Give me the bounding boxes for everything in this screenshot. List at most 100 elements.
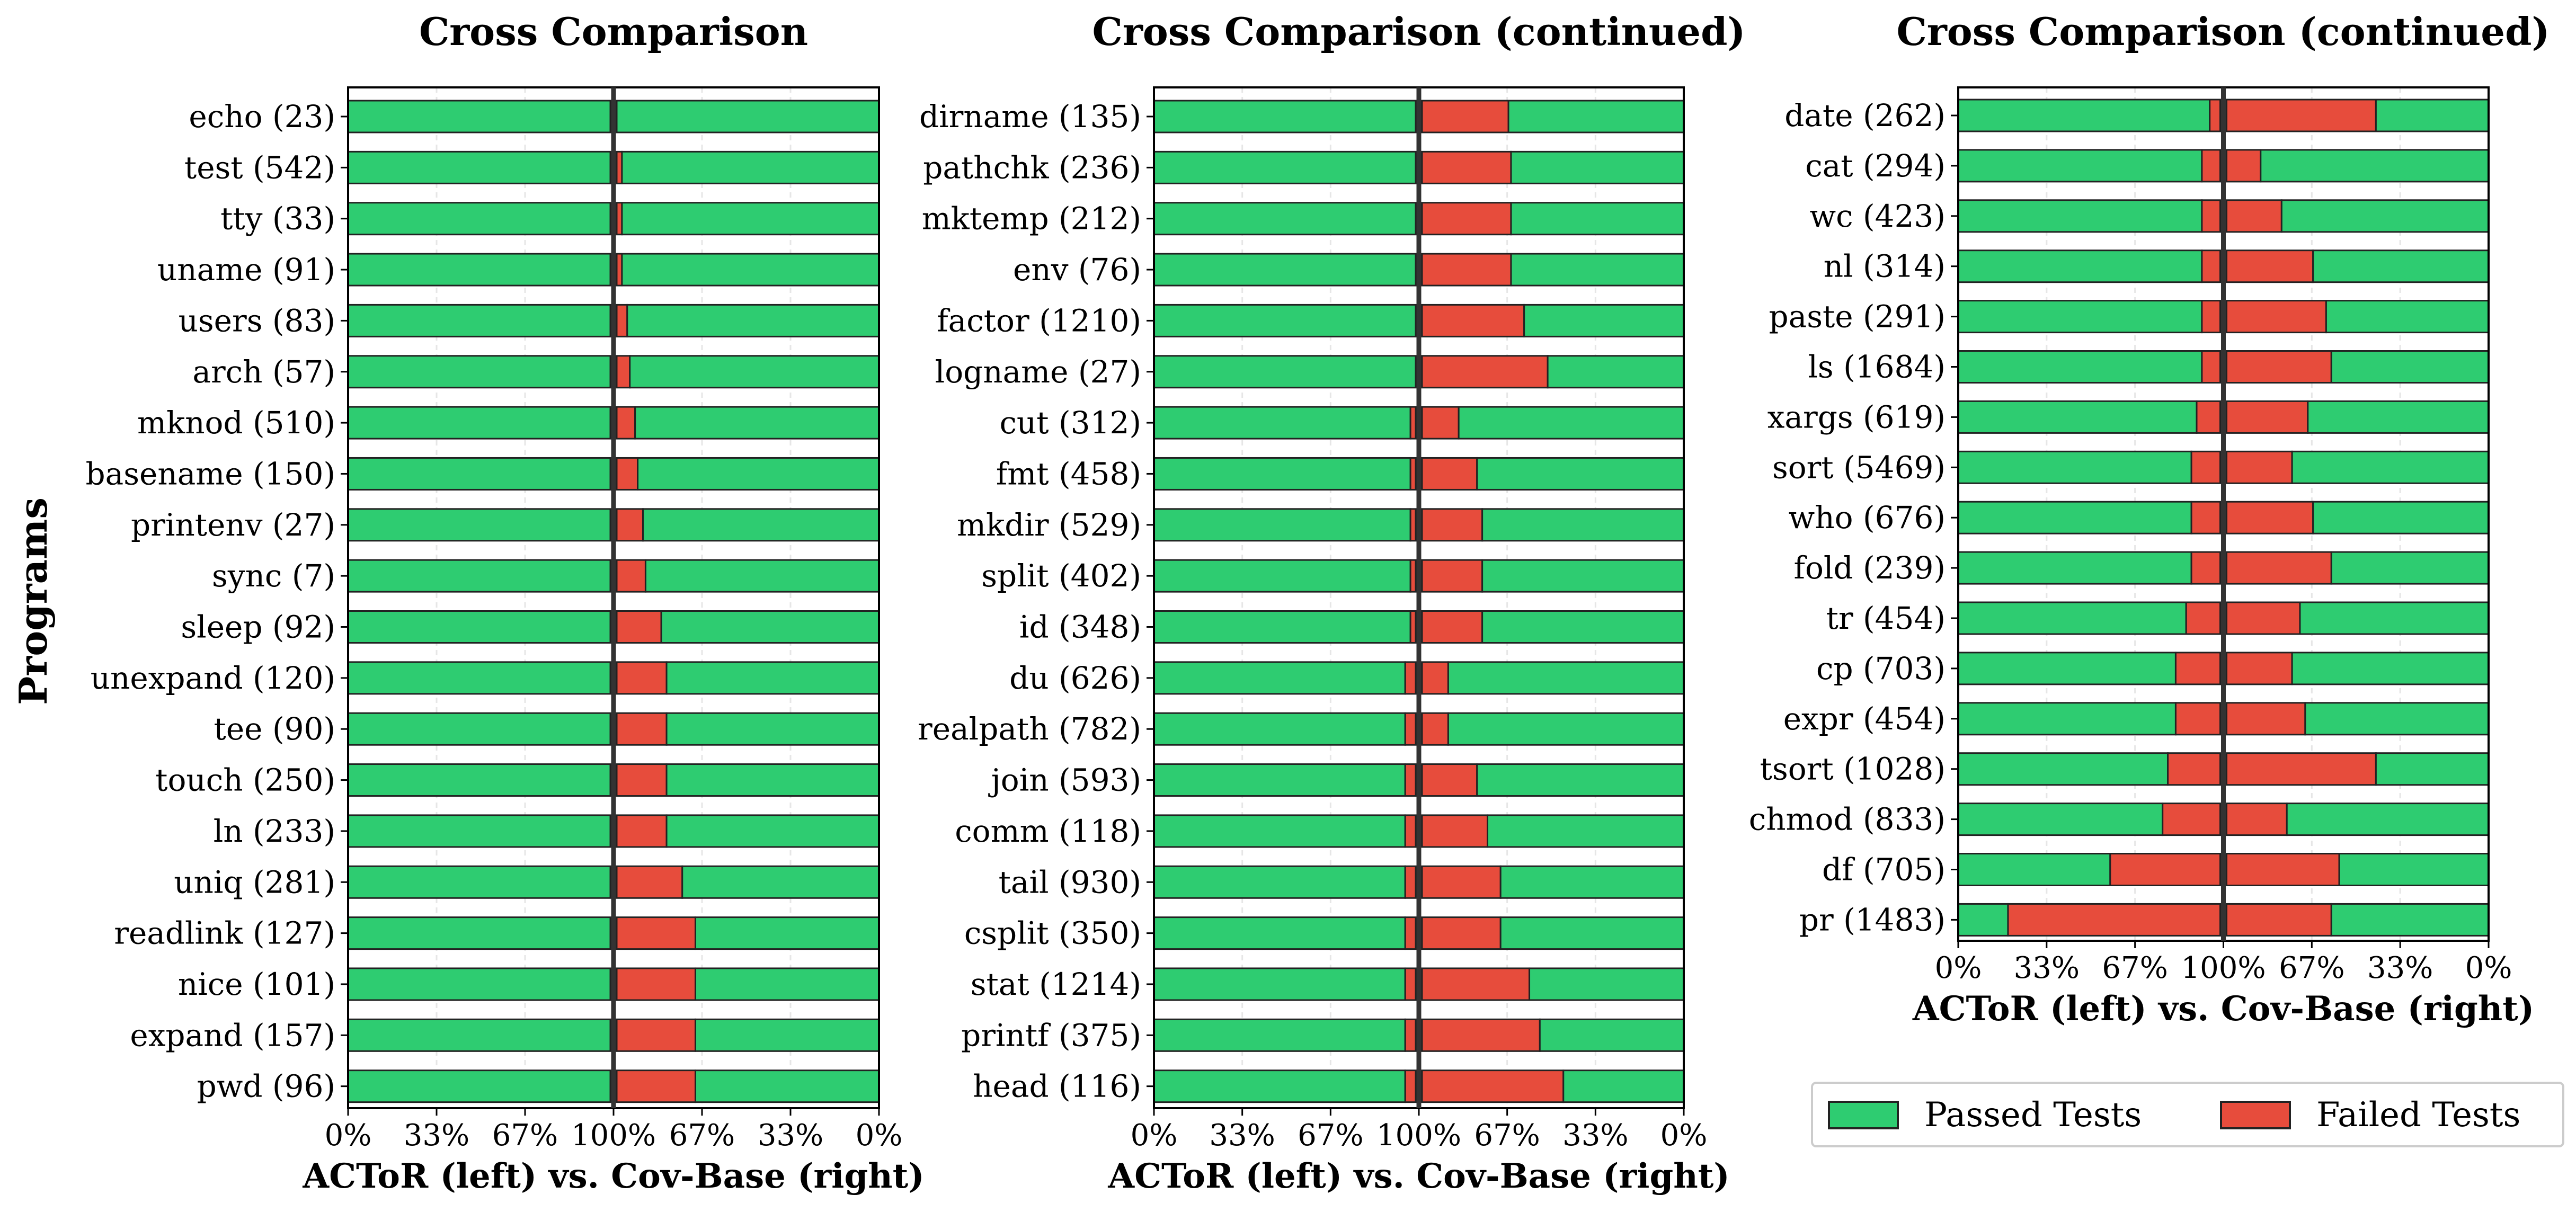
y-tick-label: ls (1684) [1808,349,1946,385]
actor-failed-bar [1404,712,1417,746]
covbase-failed-bar [2226,803,2288,836]
actor-passed-bar [1957,249,2203,283]
y-tick-label: xargs (619) [1767,399,1946,435]
y-tick-label: unexpand (120) [91,660,335,696]
actor-passed-bar [1153,814,1406,848]
actor-passed-bar [347,202,611,236]
actor-passed-bar [1153,1070,1406,1103]
x-tick-label: 67% [2279,951,2344,985]
covbase-failed-bar [2226,99,2377,132]
actor-failed-bar [1409,610,1417,644]
covbase-passed-bar [1499,916,1685,950]
covbase-failed-bar [616,610,662,644]
covbase-passed-bar [2312,249,2490,283]
actor-passed-bar [347,967,611,1001]
covbase-failed-bar [1421,508,1484,542]
y-tick-label: tsort (1028) [1760,751,1946,787]
covbase-failed-bar [1421,253,1512,287]
covbase-passed-bar [644,559,880,593]
y-tick-label: pr (1483) [1799,902,1946,938]
covbase-failed-bar [1421,202,1512,236]
y-tick-label: expand (157) [130,1017,335,1053]
y-tick-label: pwd (96) [197,1068,335,1104]
actor-passed-bar [1957,199,2203,233]
actor-passed-bar [347,150,611,184]
y-tick-label: arch (57) [192,354,335,390]
y-tick-label: uniq (281) [174,864,335,900]
covbase-passed-bar [1510,253,1685,287]
covbase-failed-bar [1421,457,1478,491]
x-axis-label: ACToR (left) vs. Cov-Base (right) [302,1156,924,1196]
actor-passed-bar [1153,967,1406,1001]
covbase-passed-bar [2338,853,2490,886]
y-tick-label: printf (375) [961,1017,1141,1053]
x-tick-label: 33% [2367,951,2433,985]
covbase-passed-bar [1481,610,1685,644]
covbase-failed-bar [616,304,628,337]
y-tick-label: head (116) [973,1068,1141,1104]
actor-failed-bar [1404,967,1417,1001]
y-tick-label: chmod (833) [1749,801,1946,837]
x-tick-label: 0% [2465,951,2512,985]
covbase-failed-bar [616,406,636,440]
y-tick-label: sort (5469) [1772,449,1946,485]
actor-passed-bar [347,100,611,133]
covbase-failed-bar [2226,199,2282,233]
covbase-passed-bar [1562,1070,1685,1103]
actor-failed-bar [2201,300,2221,334]
covbase-passed-bar [1476,763,1685,797]
covbase-passed-bar [681,865,880,899]
x-tick-label: 33% [2014,951,2080,985]
actor-failed-bar [2174,702,2222,736]
covbase-passed-bar [665,814,880,848]
covbase-passed-bar [1476,457,1685,491]
chart-panel-2: Cross Comparison (continued) dirname (135… [918,9,1745,1196]
x-tick-label: 67% [2102,951,2168,985]
y-tick-label: cp (703) [1816,650,1946,687]
actor-failed-bar [1409,406,1417,440]
x-tick-label: 33% [758,1118,823,1153]
covbase-failed-bar [2226,350,2332,384]
y-tick-label: pathchk (236) [923,149,1141,185]
actor-passed-bar [347,1018,611,1052]
y-tick-label: comm (118) [955,813,1141,849]
actor-failed-bar [1409,508,1417,542]
y-tick-label: touch (250) [155,762,335,798]
covbase-failed-bar [616,967,696,1001]
covbase-failed-bar [2226,652,2293,685]
actor-passed-bar [347,253,611,287]
y-tick-label: cat (294) [1805,148,1946,184]
actor-passed-bar [347,865,611,899]
covbase-passed-bar [2375,752,2490,786]
covbase-passed-bar [2330,350,2490,384]
y-tick-label: nice (101) [178,966,335,1002]
covbase-failed-bar [1421,814,1488,848]
actor-failed-bar [2109,853,2222,886]
covbase-failed-bar [616,763,668,797]
y-tick-label: expr (454) [1783,701,1946,737]
covbase-failed-bar [1421,916,1502,950]
covbase-passed-bar [2307,400,2490,434]
actor-passed-bar [1153,304,1417,337]
y-tick-label: du (626) [1009,660,1141,696]
covbase-passed-bar [2286,803,2490,836]
y-tick-label: factor (1210) [937,302,1141,338]
actor-failed-bar [2196,400,2222,434]
legend-failed-swatch [2220,1101,2291,1129]
actor-passed-bar [1957,450,2192,484]
y-axis-label: Programs [11,497,56,705]
x-tick-label: 33% [404,1118,469,1153]
actor-passed-bar [1957,551,2192,585]
legend-passed-label: Passed Tests [1924,1095,2142,1135]
actor-failed-bar [2201,249,2221,283]
actor-failed-bar [1409,559,1417,593]
actor-passed-bar [1153,202,1417,236]
covbase-passed-bar [2312,501,2490,534]
x-tick-label: 67% [1474,1118,1540,1153]
chart-title: Cross Comparison [419,9,808,54]
y-tick-label: mkdir (529) [957,507,1141,543]
y-tick-label: tr (454) [1826,600,1946,636]
y-tick-label: users (83) [179,302,335,338]
actor-failed-bar [2190,551,2221,585]
